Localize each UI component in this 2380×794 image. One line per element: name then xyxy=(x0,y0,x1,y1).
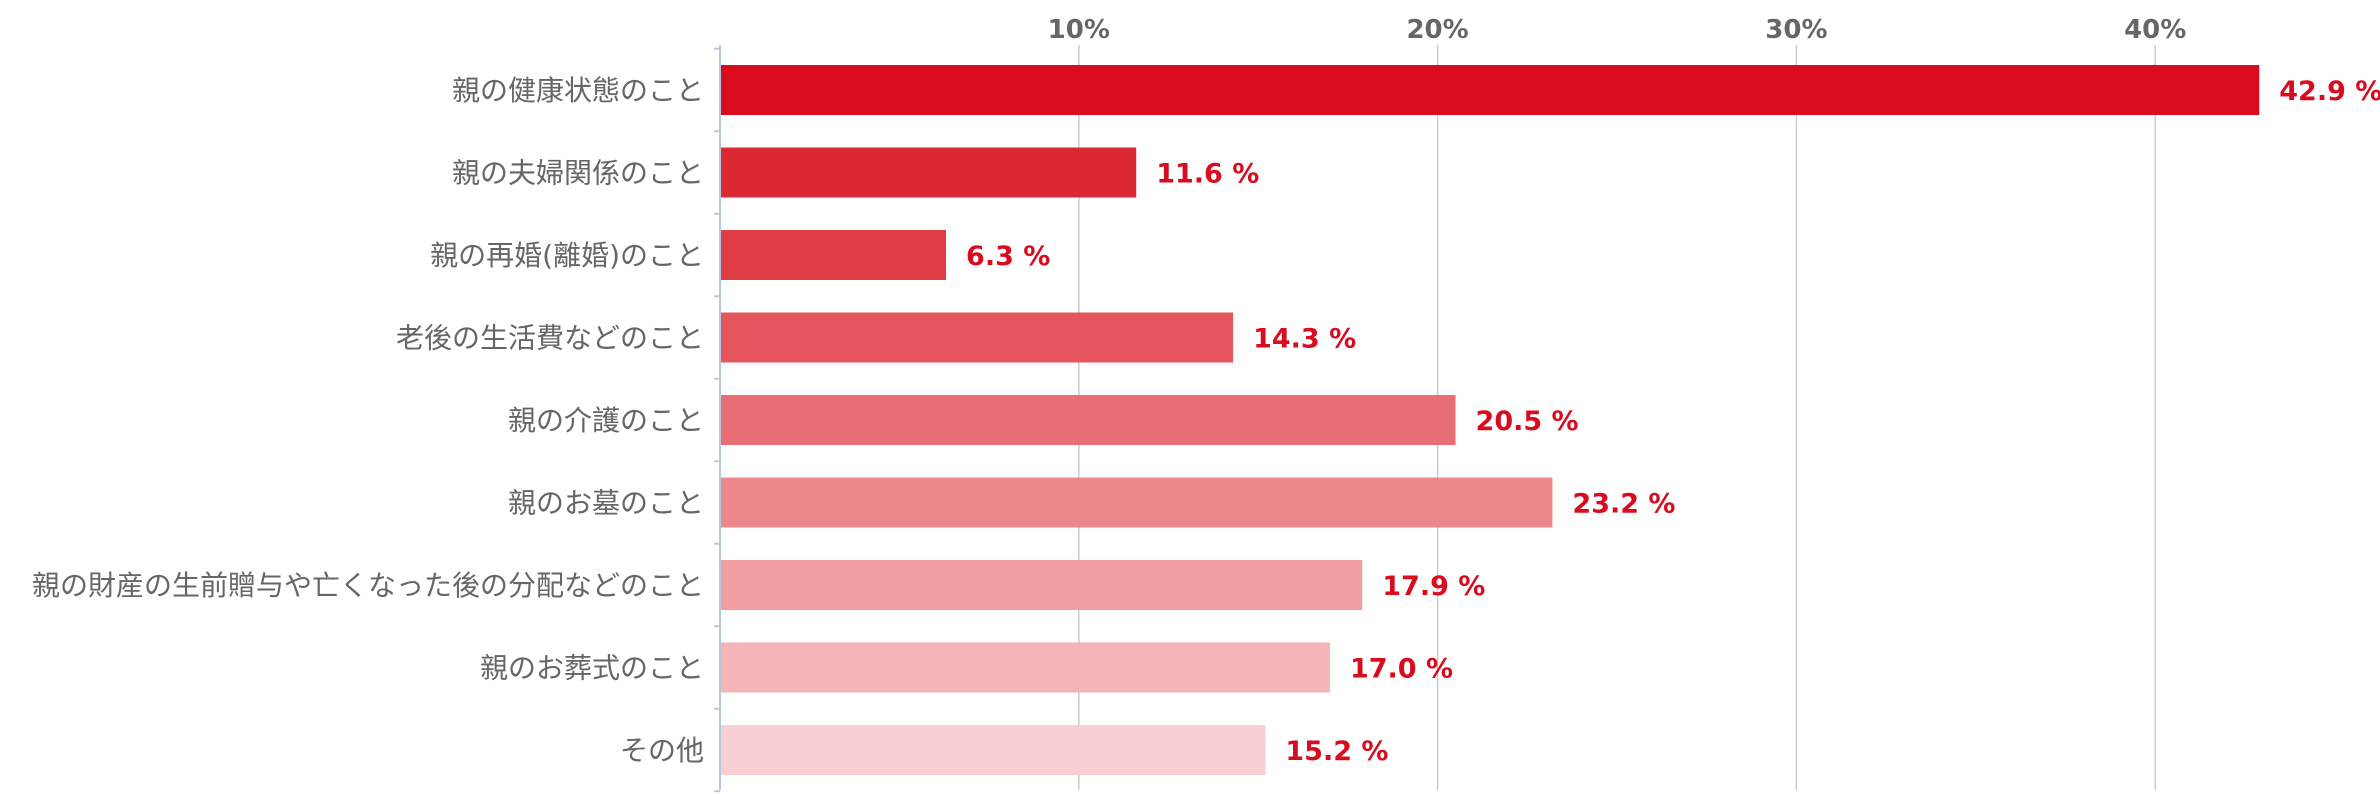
bar xyxy=(720,560,1363,610)
bar xyxy=(720,642,1330,693)
category-label: 親のお葬式のこと xyxy=(480,652,704,685)
bar xyxy=(720,725,1266,775)
x-tick-label: 30% xyxy=(1765,15,1827,45)
bars xyxy=(720,65,2260,775)
category-label: 親のお墓のこと xyxy=(508,487,704,520)
value-label: 11.6 % xyxy=(1156,159,1259,190)
bar xyxy=(720,395,1456,445)
value-label: 15.2 % xyxy=(1285,736,1388,767)
value-label: 17.0 % xyxy=(1350,654,1453,685)
bar xyxy=(720,230,947,280)
category-label: 親の財産の生前贈与や亡くなった後の分配などのこと xyxy=(32,569,704,602)
value-label: 20.5 % xyxy=(1476,406,1579,437)
category-label: 老後の生活費などのこと xyxy=(396,322,704,355)
x-tick-label: 20% xyxy=(1406,15,1468,45)
bar xyxy=(720,312,1234,363)
labels: 10% 20% 30% 40% 親の健康状態のこと 42.9 % 親の夫婦関係のこと 11.6… xyxy=(32,15,2380,767)
category-label: 親の夫婦関係のこと xyxy=(452,157,704,190)
value-label: 14.3 % xyxy=(1253,324,1356,355)
category-label: 親の再婚(離婚)のこと xyxy=(430,239,704,272)
bar xyxy=(720,477,1553,528)
category-label: 親の健康状態のこと xyxy=(452,74,704,107)
value-label: 17.9 % xyxy=(1382,571,1485,602)
y-axis xyxy=(714,45,721,793)
category-label: 親の介護のこと xyxy=(508,404,704,437)
bar xyxy=(720,147,1137,198)
value-label: 23.2 % xyxy=(1572,489,1675,520)
x-tick-label: 40% xyxy=(2124,15,2186,45)
value-label: 6.3 % xyxy=(966,241,1050,272)
category-label: その他 xyxy=(620,734,704,767)
bar xyxy=(720,65,2260,115)
x-tick-label: 10% xyxy=(1048,15,1110,45)
value-label: 42.9 % xyxy=(2279,76,2380,107)
